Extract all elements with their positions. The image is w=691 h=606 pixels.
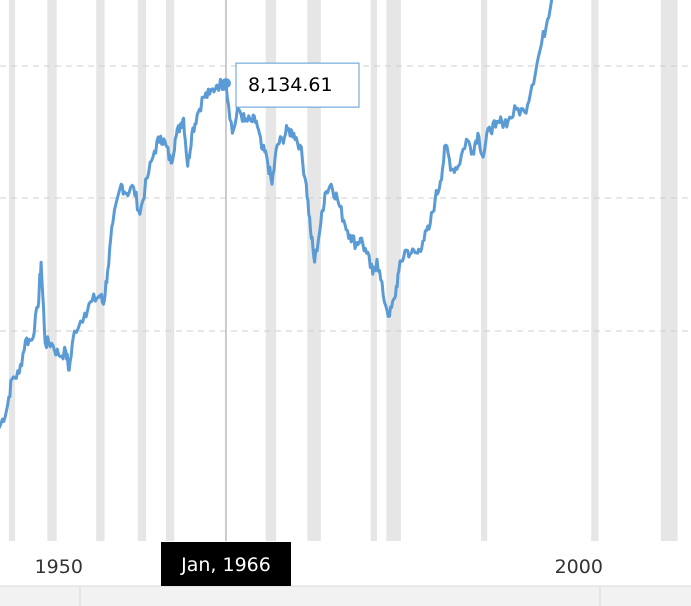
crosshair-label: Jan, 1966 [160,542,291,586]
recession-band [481,0,488,541]
tooltip-value: 8,134.61 [248,74,333,96]
tooltip: 8,134.61 [235,62,360,108]
hover-point[interactable] [220,78,231,89]
recession-band [591,0,599,541]
recession-band [96,0,105,541]
recession-band [165,0,175,541]
x-tick-labels: 1950 2000 [35,556,603,578]
scrollbar-track[interactable] [0,586,691,606]
series-line [0,0,554,429]
recession-band [47,0,57,541]
recession-band [265,0,277,541]
crosshair-label-text: Jan, 1966 [180,554,271,576]
tooltip-box [235,62,360,108]
recession-band [660,0,678,541]
recession-band [8,0,16,541]
x-tick-label: 1950 [35,556,83,578]
recession-bands [8,0,678,541]
recession-band [307,0,321,541]
x-axis [0,585,691,606]
crosshair-label-box [160,542,291,586]
recession-band [137,0,147,541]
recession-band [386,0,401,541]
x-tick-label: 2000 [555,556,603,578]
